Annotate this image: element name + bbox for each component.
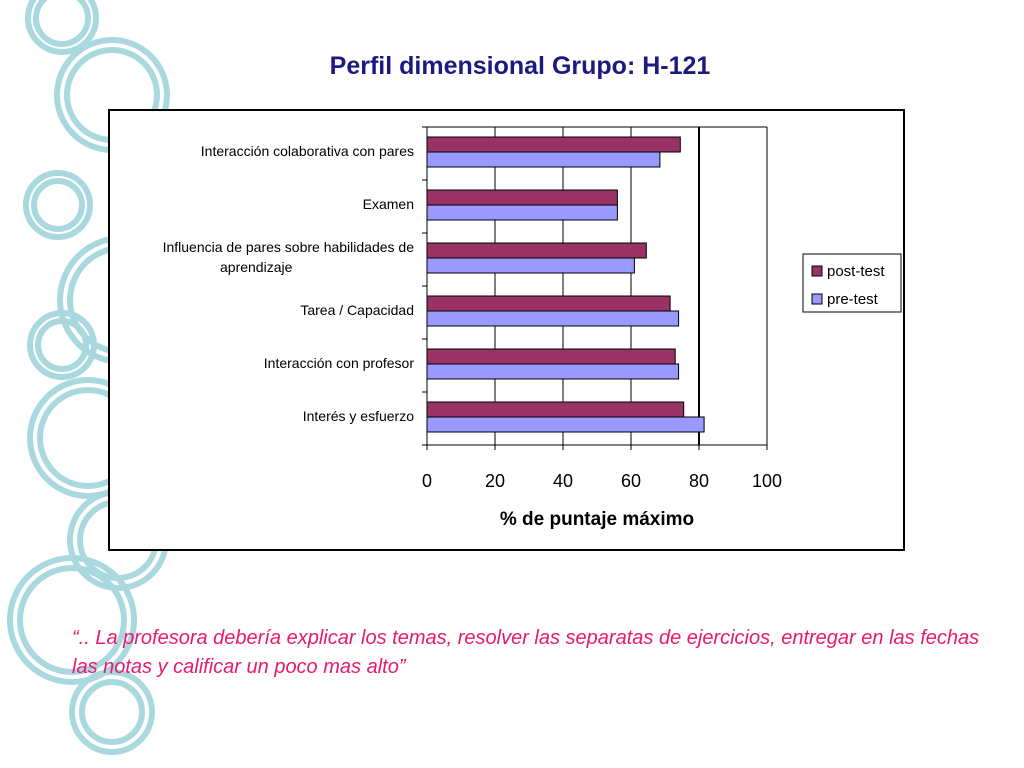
decorative-ring [27, 310, 97, 380]
legend: post-test pre-test [802, 253, 902, 313]
category-label-line: Interacción colaborativa con pares [201, 143, 414, 159]
x-tick-label: 60 [621, 471, 641, 491]
x-tick-label: 0 [422, 471, 432, 491]
x-tick-label: 80 [689, 471, 709, 491]
bar-pre-test [426, 257, 635, 274]
decorative-ring [17, 565, 127, 675]
category-label: Interacción con profesor [264, 355, 415, 371]
chart-frame: Interacción colaborativa con pares Examen… [108, 109, 905, 551]
decorative-ring [33, 0, 91, 47]
category-label: Interacción colaborativa con pares [201, 143, 414, 159]
bar-pre-test [426, 416, 705, 433]
x-axis-label: % de puntaje máximo [500, 509, 694, 530]
slide-title: Perfil dimensional Grupo: H-121 [329, 52, 711, 80]
bar-post-test [426, 348, 676, 365]
decorative-ring [7, 555, 137, 685]
decorative-ring [25, 0, 99, 55]
category-label-line: Influencia de pares sobre habilidades de [163, 239, 415, 255]
category-label-line: Interés y esfuerzo [303, 408, 414, 424]
bar-pre-test [426, 363, 680, 380]
decorative-ring [31, 178, 85, 232]
student-quote: “.. La profesora debería explicar los te… [72, 627, 980, 678]
legend-label: pre-test [827, 291, 879, 308]
category-label-line: Interacción con profesor [264, 355, 415, 371]
category-label-line: Tarea / Capacidad [300, 302, 414, 318]
bar-post-test [426, 295, 671, 312]
legend-swatch [811, 293, 823, 305]
category-label: Interés y esfuerzo [303, 408, 414, 424]
category-label: Examen [363, 196, 414, 212]
bar-post-test [426, 242, 647, 259]
bar-post-test [426, 136, 681, 153]
bar-pre-test [426, 204, 618, 221]
bar-chart: Interacción colaborativa con pares Examen… [163, 126, 902, 530]
bar-post-test [426, 401, 685, 418]
x-tick-label: 20 [485, 471, 505, 491]
x-tick-label: 40 [553, 471, 573, 491]
decorative-ring [35, 318, 89, 372]
x-tick-label: 100 [752, 471, 782, 491]
decorative-ring [69, 669, 155, 755]
legend-swatch [811, 265, 823, 277]
category-label: Influencia de pares sobre habilidades de… [163, 239, 415, 275]
legend-label: post-test [827, 263, 885, 280]
category-label-line: Examen [363, 196, 414, 212]
decorative-ring [23, 170, 93, 240]
bar-post-test [426, 189, 618, 206]
category-label: Tarea / Capacidad [300, 302, 414, 318]
category-label-line: aprendizaje [220, 259, 293, 275]
bar-pre-test [426, 310, 680, 327]
bar-pre-test [426, 151, 661, 168]
decorative-ring [79, 679, 145, 745]
